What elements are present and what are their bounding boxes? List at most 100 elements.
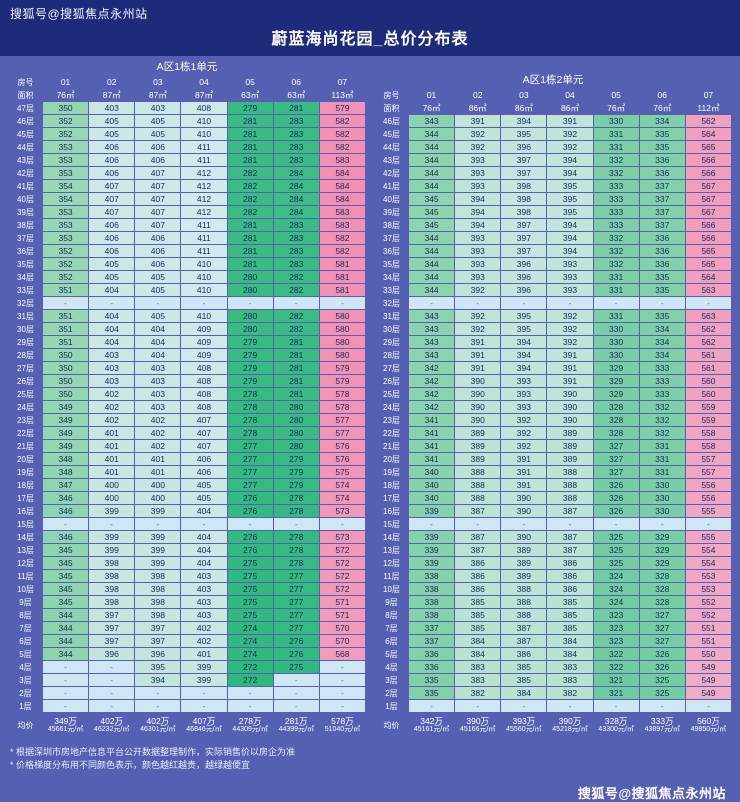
floor-label: 35层 [383, 259, 400, 269]
room-number: 07 [703, 90, 714, 100]
price-cell: 393 [501, 401, 547, 413]
price-cell: 331 [593, 141, 639, 153]
price-cell: 391 [547, 115, 593, 127]
price-cell: 284 [273, 180, 319, 192]
table-row: 34层 352 405 405 410 280 282 581 [9, 271, 365, 283]
floor-label: 38层 [383, 220, 400, 230]
price-cell: 281 [273, 362, 319, 374]
price-cell: 401 [89, 453, 135, 465]
price-cell: 580 [319, 323, 365, 335]
price-cell: 397 [501, 245, 547, 257]
price-cell: 571 [319, 596, 365, 608]
floor-label: 15层 [17, 519, 34, 529]
price-cell: 323 [593, 609, 639, 621]
price-cell: 387 [455, 505, 501, 517]
price-cell: 276 [227, 492, 273, 504]
floor-label: 4层 [19, 662, 32, 672]
price-cell: 344 [43, 635, 89, 647]
table-row: 25层 350 402 403 408 278 281 578 [9, 388, 365, 400]
price-cell: 392 [547, 141, 593, 153]
table-row: 29层 343 391 394 392 330 334 562 [375, 336, 731, 348]
table-row: 11层 338 386 389 386 324 328 553 [375, 570, 731, 582]
avg-cell: 278万 44309元/㎡ [228, 713, 273, 737]
avg-unit-price: 49850元/㎡ [690, 725, 727, 733]
price-cell: 393 [501, 388, 547, 400]
avg-cell: 393万 45560元/㎡ [501, 713, 546, 737]
avg-total-price: 390万 [466, 715, 490, 726]
price-cell: 406 [135, 154, 181, 166]
price-cell: 551 [685, 635, 731, 647]
floor-label: 31层 [383, 311, 400, 321]
price-cell: 402 [135, 440, 181, 452]
area-header-row: 面积 76㎡ 87㎡ 87㎡ 87㎡ 63㎡ 63㎡ 113㎡ [9, 89, 365, 101]
price-cell: 333 [639, 375, 685, 387]
price-cell: - [319, 518, 365, 530]
price-cell: 404 [135, 323, 181, 335]
price-cell: - [319, 297, 365, 309]
price-cell: 396 [501, 284, 547, 296]
price-cell: - [181, 700, 227, 712]
price-cell: 397 [135, 635, 181, 647]
price-cell: 384 [455, 648, 501, 660]
price-cell: 405 [89, 115, 135, 127]
unit-1-title: A区1栋1单元 [156, 61, 218, 73]
price-cell: 284 [273, 193, 319, 205]
table-row: 37层 353 406 406 411 281 283 582 [9, 232, 365, 244]
price-cell: 327 [593, 453, 639, 465]
table-row: 34层 344 393 396 393 331 335 564 [375, 271, 731, 283]
avg-unit-price: 46232元/㎡ [94, 725, 130, 733]
floor-label: 35层 [17, 259, 34, 269]
avg-total-price: 560万 [697, 715, 720, 726]
price-cell: 327 [639, 635, 685, 647]
watermark-bottom: 搜狐号@搜狐焦点永州站 [577, 786, 726, 802]
price-cell: 410 [181, 258, 227, 270]
price-cell: 574 [319, 479, 365, 491]
floor-label: 20层 [17, 454, 34, 464]
price-cell: 284 [273, 206, 319, 218]
price-cell: 332 [593, 167, 639, 179]
floor-label: 39层 [17, 207, 34, 217]
avg-cell: 333万 43897元/㎡ [640, 713, 685, 737]
price-cell: 283 [273, 115, 319, 127]
price-cell: 395 [547, 193, 593, 205]
price-cell: 399 [181, 674, 227, 686]
price-cell: 345 [43, 544, 89, 556]
floor-label: 27层 [383, 363, 400, 373]
floor-label: 14层 [383, 532, 400, 542]
price-cell: 331 [639, 466, 685, 478]
price-cell: 281 [273, 375, 319, 387]
floor-label: 12层 [17, 558, 34, 568]
table-row: 41层 344 393 398 395 333 337 567 [375, 180, 731, 192]
price-cell: 349 [43, 414, 89, 426]
floor-label: 15层 [383, 519, 400, 529]
price-cell: 404 [181, 531, 227, 543]
price-cell: 391 [501, 466, 547, 478]
price-cell: 553 [685, 583, 731, 595]
price-cell: 400 [89, 492, 135, 504]
price-cell: 279 [273, 453, 319, 465]
price-cell: 281 [227, 258, 273, 270]
avg-unit-price: 51040元/㎡ [324, 725, 361, 733]
footnote-2: * 价格梯度分布用不同颜色表示，颜色越红越贵，越绿越便宜 [10, 759, 251, 770]
avg-unit-price: 46846元/㎡ [186, 725, 222, 733]
price-cell: 330 [593, 115, 639, 127]
area-value: 86㎡ [561, 103, 579, 113]
price-cell: 275 [227, 557, 273, 569]
table-row: 1层 - - - - - - - [9, 700, 365, 712]
price-cell: 407 [135, 167, 181, 179]
avg-unit-price: 45161元/㎡ [413, 725, 450, 733]
table-row: 42层 353 406 407 412 282 284 584 [9, 167, 365, 179]
price-cell: 335 [409, 674, 455, 686]
price-cell: 403 [89, 349, 135, 361]
price-cell: 328 [593, 401, 639, 413]
price-cell: 403 [135, 362, 181, 374]
price-cell: 581 [319, 258, 365, 270]
avg-cell: 281万 44399元/㎡ [274, 713, 319, 737]
price-cell: 392 [547, 336, 593, 348]
price-cell: 406 [89, 167, 135, 179]
price-cell: 335 [639, 141, 685, 153]
price-cell: 395 [135, 661, 181, 673]
price-cell: 325 [639, 674, 685, 686]
floor-label: 3层 [19, 675, 32, 685]
table-row: 29层 351 404 404 409 279 281 580 [9, 336, 365, 348]
